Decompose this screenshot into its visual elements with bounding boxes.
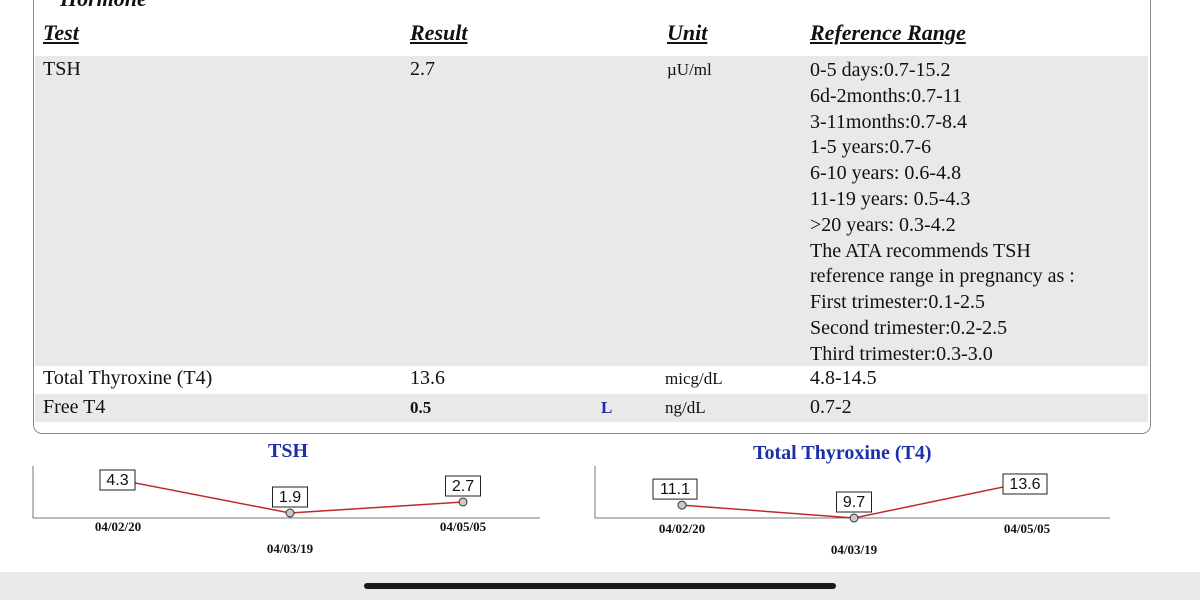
data-label-box	[652, 478, 698, 500]
test-unit: ng/dL	[665, 398, 706, 417]
x-tick-label: 04/02/20	[659, 521, 705, 536]
table-row: Total Thyroxine (T4) 13.6 micg/dL 4.8-14…	[35, 366, 1148, 394]
header-reference-range: Reference Range	[810, 20, 966, 45]
data-label-box	[1002, 473, 1048, 495]
data-point	[285, 508, 295, 518]
reference-line: 11-19 years: 0.5-4.3	[810, 187, 971, 210]
test-result: 2.7	[410, 58, 435, 80]
chart-title-tsh: TSH	[268, 440, 309, 462]
x-tick-label: 04/03/19	[831, 542, 878, 557]
reference-line: reference range in pregnancy as :	[810, 265, 1075, 288]
section-title: Hormone	[60, 0, 147, 12]
reference-range: 0-5 days:0.7-15.2 6d-2months:0.7-11 3-11…	[810, 58, 1075, 368]
reference-line: Second trimester:0.2-2.5	[810, 316, 1008, 339]
test-name: Free T4	[43, 396, 106, 418]
test-unit: µU/ml	[667, 60, 712, 79]
data-label: 13.6	[1009, 476, 1040, 493]
x-tick-label: 04/05/05	[1004, 521, 1051, 536]
data-point	[677, 500, 687, 510]
reference-line: Third trimester:0.3-3.0	[810, 342, 993, 365]
chart-title-t4: Total Thyroxine (T4)	[753, 442, 932, 464]
test-result: 13.6	[410, 367, 445, 389]
data-label-box	[445, 475, 481, 497]
header-test: Test	[43, 20, 79, 45]
data-point	[849, 513, 859, 523]
flag-low: L	[601, 398, 613, 417]
table-row: Free T4 0.5 L ng/dL 0.7-2	[35, 394, 1148, 422]
data-label: 1.9	[279, 489, 301, 506]
reference-range: 4.8-14.5	[810, 367, 877, 389]
test-name: Total Thyroxine (T4)	[43, 367, 213, 389]
reference-line: First trimester:0.1-2.5	[810, 291, 985, 314]
x-tick-label: 04/02/20	[95, 519, 141, 534]
data-label: 4.3	[106, 472, 128, 489]
reference-line: 0-5 days:0.7-15.2	[810, 59, 951, 81]
reference-line: 3-11months:0.7-8.4	[810, 110, 968, 133]
reference-line: 6-10 years: 0.6-4.8	[810, 162, 962, 185]
header-result: Result	[410, 20, 468, 45]
reference-line: >20 years: 0.3-4.2	[810, 213, 956, 236]
data-label-box	[836, 491, 872, 513]
reference-range: 0.7-2	[810, 396, 852, 418]
test-unit: micg/dL	[665, 369, 723, 388]
reference-line: 6d-2months:0.7-11	[810, 84, 963, 107]
header-unit: Unit	[667, 20, 708, 45]
test-name: TSH	[43, 58, 81, 80]
data-label: 2.7	[452, 478, 474, 495]
reference-line: 1-5 years:0.7-6	[810, 136, 932, 159]
data-label: 11.1	[660, 481, 690, 498]
data-point	[458, 497, 468, 507]
reference-line: The ATA recommends TSH	[810, 239, 1031, 262]
table-row: TSH 2.7 µU/ml 0-5 days:0.7-15.2 6d-2mont…	[35, 56, 1148, 366]
data-label: 9.7	[843, 494, 865, 511]
data-label-box	[99, 469, 136, 491]
x-tick-label: 04/05/05	[440, 519, 487, 534]
x-tick-label: 04/03/19	[267, 541, 314, 556]
data-label-box	[272, 486, 308, 508]
test-result: 0.5	[410, 398, 432, 417]
home-indicator[interactable]	[364, 583, 836, 589]
